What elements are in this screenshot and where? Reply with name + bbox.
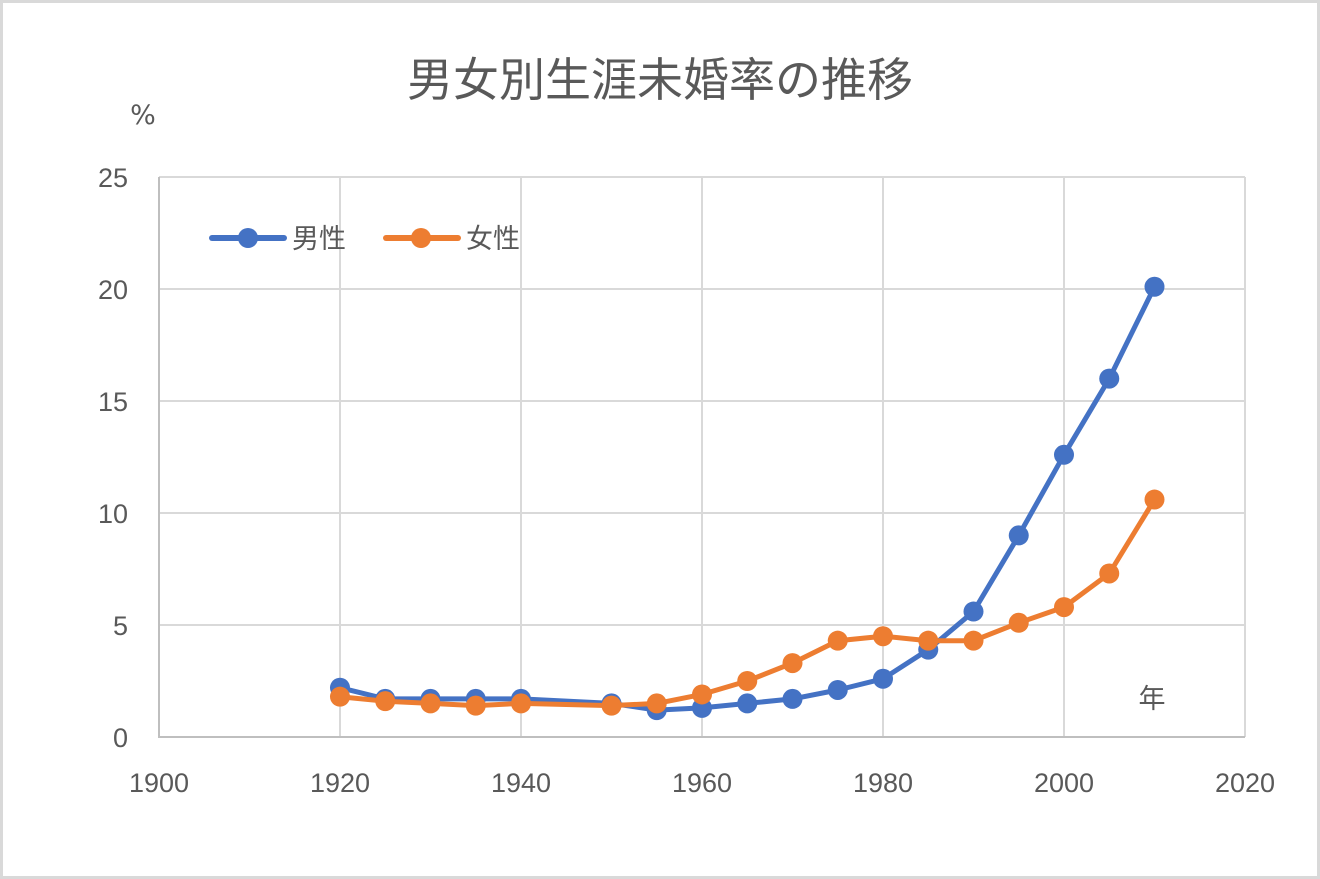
data-point-marker bbox=[873, 668, 893, 689]
series-line bbox=[337, 284, 1157, 713]
data-point-marker bbox=[692, 684, 712, 705]
series-female bbox=[330, 489, 1165, 716]
x-tick-label: 1900 bbox=[129, 768, 189, 798]
y-tick-label: 25 bbox=[98, 163, 128, 193]
data-point-marker bbox=[827, 679, 848, 700]
data-point-marker bbox=[465, 695, 486, 716]
data-point-marker bbox=[1144, 489, 1165, 510]
y-axis-unit-label: % bbox=[130, 100, 156, 131]
data-point-marker bbox=[827, 630, 848, 651]
x-tick-label: 2020 bbox=[1215, 768, 1275, 798]
x-tick-label: 2000 bbox=[1034, 768, 1094, 798]
y-tick-label: 0 bbox=[113, 723, 128, 753]
data-point-marker bbox=[420, 693, 441, 714]
data-point-marker bbox=[646, 693, 667, 714]
y-tick-label: 10 bbox=[98, 499, 128, 529]
legend-label-female: 女性 bbox=[466, 224, 520, 255]
data-point-marker bbox=[873, 626, 893, 647]
data-point-marker bbox=[963, 630, 984, 651]
data-point-marker bbox=[1054, 444, 1074, 465]
legend-marker-female-icon bbox=[411, 228, 431, 248]
y-tick-label: 5 bbox=[113, 611, 128, 641]
data-point-marker bbox=[963, 601, 984, 622]
data-point-marker bbox=[1099, 563, 1120, 584]
data-point-marker bbox=[918, 630, 939, 651]
x-tick-label: 1940 bbox=[491, 768, 551, 798]
data-point-marker bbox=[782, 688, 803, 709]
legend-marker-male-icon bbox=[238, 228, 258, 248]
data-point-marker bbox=[330, 686, 350, 707]
y-tick-label: 20 bbox=[98, 275, 128, 305]
chart-title: 男女別生涯未婚率の推移 bbox=[407, 53, 913, 107]
data-point-marker bbox=[1054, 597, 1074, 618]
series-male bbox=[330, 276, 1165, 721]
x-axis-tick-labels: 1900 1920 1940 1960 1980 2000 2020 bbox=[129, 768, 1275, 798]
x-tick-label: 1960 bbox=[672, 768, 732, 798]
legend: 男性 女性 bbox=[209, 224, 520, 255]
data-point-marker bbox=[737, 671, 758, 691]
x-axis-unit-label: 年 bbox=[1139, 684, 1166, 715]
data-point-marker bbox=[1144, 276, 1165, 297]
legend-label-male: 男性 bbox=[292, 224, 346, 255]
y-axis-tick-labels: 0 5 10 15 20 25 bbox=[98, 163, 128, 753]
data-point-marker bbox=[1008, 525, 1029, 546]
legend-item-male: 男性 bbox=[209, 224, 346, 255]
data-point-marker bbox=[1008, 612, 1029, 633]
data-point-marker bbox=[737, 693, 758, 714]
data-point-marker bbox=[782, 653, 803, 674]
gridlines bbox=[159, 176, 1246, 737]
data-series bbox=[330, 276, 1165, 721]
y-tick-label: 15 bbox=[98, 387, 128, 417]
legend-item-female: 女性 bbox=[383, 224, 520, 255]
data-point-marker bbox=[511, 693, 531, 714]
data-point-marker bbox=[601, 695, 622, 716]
data-point-marker bbox=[375, 691, 396, 712]
x-tick-label: 1920 bbox=[310, 768, 370, 798]
x-tick-label: 1980 bbox=[853, 768, 913, 798]
data-point-marker bbox=[1099, 368, 1120, 389]
axes bbox=[158, 177, 1245, 738]
